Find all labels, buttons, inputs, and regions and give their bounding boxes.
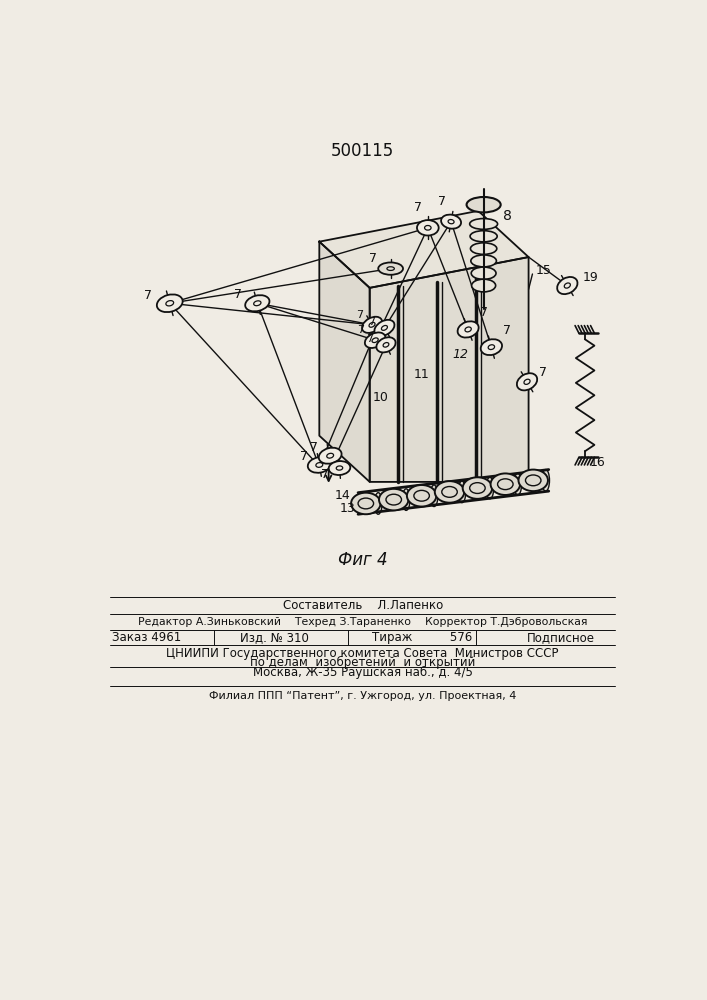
Text: 13: 13 (340, 502, 356, 515)
Ellipse shape (402, 489, 410, 510)
Text: 14: 14 (335, 489, 351, 502)
Text: 12: 12 (452, 348, 468, 361)
Text: 7: 7 (310, 441, 317, 454)
Ellipse shape (414, 490, 429, 501)
Ellipse shape (369, 322, 375, 327)
Ellipse shape (470, 231, 497, 242)
Ellipse shape (470, 243, 497, 254)
Polygon shape (370, 257, 529, 482)
Ellipse shape (351, 493, 380, 514)
Text: Заказ 4961: Заказ 4961 (112, 631, 181, 644)
Ellipse shape (491, 473, 520, 495)
Ellipse shape (157, 294, 182, 312)
Ellipse shape (518, 470, 548, 491)
Ellipse shape (386, 494, 402, 505)
Polygon shape (320, 211, 529, 288)
Ellipse shape (254, 301, 261, 306)
Text: ЦНИИПИ Государственного комитета Совета  Министров СССР: ЦНИИПИ Государственного комитета Совета … (166, 647, 559, 660)
Text: 16: 16 (590, 456, 606, 469)
Text: 10: 10 (373, 391, 388, 404)
Text: 8: 8 (503, 209, 512, 223)
Ellipse shape (245, 295, 269, 311)
Ellipse shape (472, 279, 496, 292)
Ellipse shape (481, 339, 502, 355)
Ellipse shape (425, 225, 431, 230)
Text: 7: 7 (144, 289, 152, 302)
Ellipse shape (435, 481, 464, 503)
Text: 500115: 500115 (331, 142, 395, 160)
Ellipse shape (166, 301, 174, 306)
Ellipse shape (467, 197, 501, 212)
Ellipse shape (564, 283, 571, 288)
Text: 7: 7 (479, 306, 488, 319)
Ellipse shape (486, 477, 493, 499)
Ellipse shape (337, 466, 343, 470)
Text: Фиг 4: Фиг 4 (338, 551, 387, 569)
Ellipse shape (372, 338, 378, 343)
Ellipse shape (308, 457, 331, 473)
Ellipse shape (378, 262, 403, 275)
Text: Москва, Ж-35 Раушская наб., д. 4/5: Москва, Ж-35 Раушская наб., д. 4/5 (253, 666, 473, 679)
Ellipse shape (525, 475, 541, 486)
Text: Тираж          576: Тираж 576 (371, 631, 472, 644)
Ellipse shape (319, 448, 341, 464)
Ellipse shape (383, 343, 389, 347)
Ellipse shape (316, 463, 323, 467)
Ellipse shape (542, 470, 549, 491)
Text: Подписное: Подписное (527, 631, 595, 644)
Ellipse shape (524, 379, 530, 384)
Ellipse shape (375, 320, 395, 336)
Text: 7: 7 (503, 324, 511, 337)
Text: 7: 7 (368, 317, 375, 327)
Text: Составитель    Л.Лапенко: Составитель Л.Лапенко (283, 599, 443, 612)
Text: 7: 7 (370, 252, 378, 265)
Ellipse shape (498, 479, 513, 490)
Text: 15: 15 (535, 264, 551, 277)
Ellipse shape (557, 277, 578, 294)
Text: 7: 7 (321, 468, 329, 481)
Ellipse shape (448, 220, 454, 224)
Text: 7: 7 (357, 325, 364, 335)
Ellipse shape (514, 473, 522, 495)
Ellipse shape (362, 317, 382, 333)
Text: по делам  изобретений  и открытий: по делам изобретений и открытий (250, 656, 475, 669)
Ellipse shape (457, 321, 479, 338)
Ellipse shape (379, 489, 409, 510)
Ellipse shape (407, 485, 436, 507)
Ellipse shape (376, 337, 396, 352)
Ellipse shape (430, 485, 438, 507)
Text: Редактор А.Зиньковский    Техред З.Тараненко    Корректор Т.Дэбровольская: Редактор А.Зиньковский Техред З.Тараненк… (138, 617, 588, 627)
Text: 7: 7 (366, 334, 373, 344)
Ellipse shape (469, 483, 485, 493)
Ellipse shape (387, 267, 395, 270)
Ellipse shape (417, 220, 438, 235)
Polygon shape (320, 242, 370, 482)
Text: 19: 19 (583, 271, 599, 284)
Text: 11: 11 (414, 368, 429, 381)
Ellipse shape (442, 487, 457, 497)
Ellipse shape (358, 498, 373, 509)
Text: 7: 7 (234, 288, 242, 301)
Ellipse shape (458, 481, 466, 503)
Ellipse shape (472, 267, 496, 279)
Ellipse shape (488, 345, 495, 350)
Ellipse shape (441, 215, 461, 229)
Ellipse shape (329, 461, 350, 475)
Ellipse shape (374, 493, 382, 514)
Ellipse shape (465, 327, 472, 332)
Ellipse shape (327, 453, 334, 458)
Text: 7: 7 (414, 201, 422, 214)
Ellipse shape (462, 477, 492, 499)
Ellipse shape (469, 219, 498, 229)
Text: 7: 7 (539, 366, 547, 379)
Ellipse shape (517, 373, 537, 390)
Text: 7: 7 (300, 450, 308, 463)
Text: Филиал ППП “Патент”, г. Ужгород, ул. Проектная, 4: Филиал ППП “Патент”, г. Ужгород, ул. Про… (209, 691, 516, 701)
Ellipse shape (471, 255, 496, 267)
Ellipse shape (381, 325, 387, 330)
Text: Изд. № 310: Изд. № 310 (240, 631, 309, 644)
Text: 7: 7 (356, 310, 363, 320)
Text: 7: 7 (438, 195, 446, 208)
Ellipse shape (365, 332, 385, 348)
